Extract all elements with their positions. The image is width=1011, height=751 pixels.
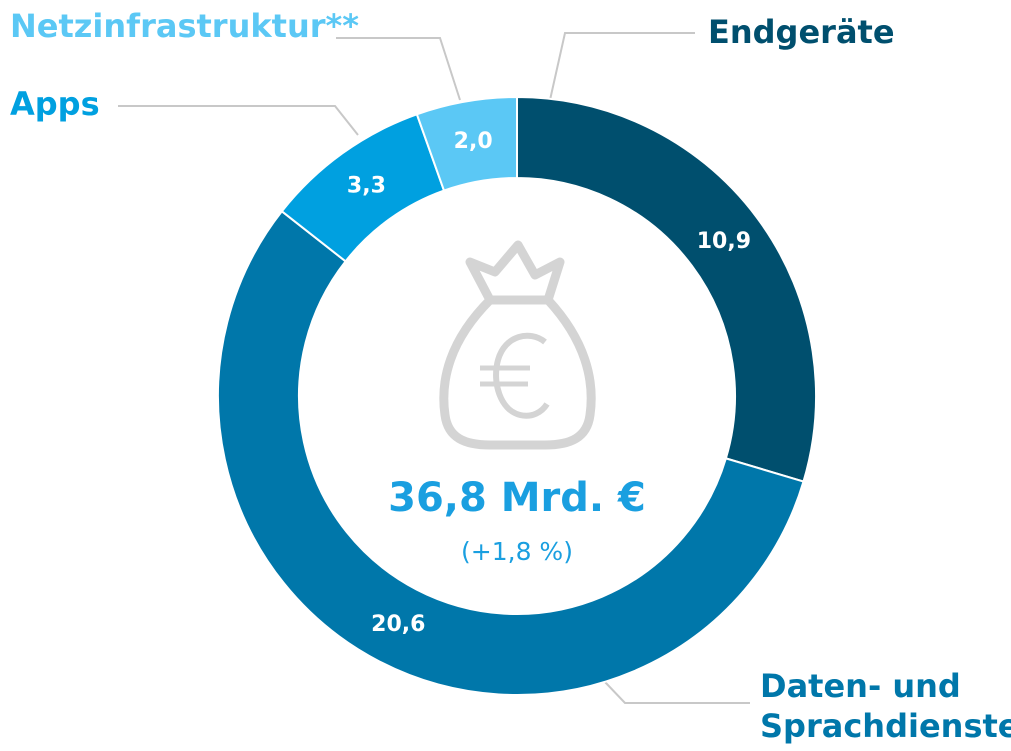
money-bag-icon (439, 240, 596, 450)
category-label: Daten- und Sprachdienste (760, 667, 1011, 745)
category-label: Netzinfrastruktur** (10, 7, 359, 45)
center-label: 36,8 Mrd. € (388, 475, 646, 521)
leader-line (118, 105, 359, 136)
leader-line (604, 681, 750, 704)
leader-line (336, 37, 461, 101)
leader-line (549, 32, 695, 101)
slice (415, 95, 518, 192)
leader-lines (118, 32, 750, 704)
slice (516, 95, 817, 483)
value-label: 2,0 (454, 129, 493, 154)
category-label: Apps (10, 85, 100, 123)
slices (217, 95, 817, 696)
slice (217, 209, 805, 696)
center-sublabel: (+1,8 %) (461, 537, 573, 566)
value-label: 10,9 (697, 229, 751, 254)
value-label: 3,3 (347, 173, 386, 198)
value-label: 20,6 (371, 612, 425, 637)
category-label: Endgeräte (708, 13, 895, 51)
